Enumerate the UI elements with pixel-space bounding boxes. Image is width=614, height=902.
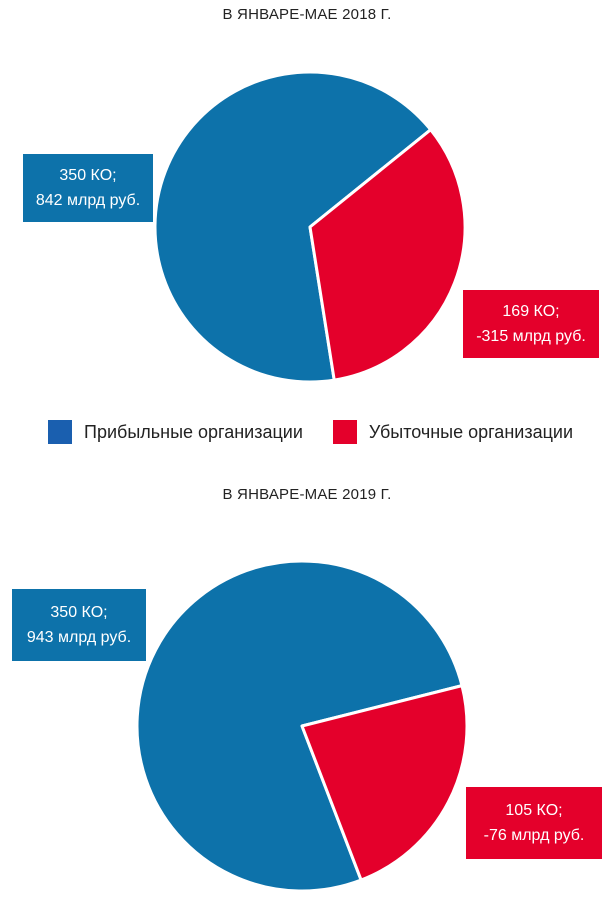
data-label-count: 169 КО;	[502, 303, 560, 320]
data-label-count: 350 КО;	[50, 604, 108, 621]
pie-chart-2018	[153, 70, 467, 384]
chart-title-2019: В ЯНВАРЕ-МАЕ 2019 Г.	[222, 486, 392, 503]
data-label-amount: -76 млрд руб.	[483, 827, 585, 844]
legend-swatch-red	[332, 420, 357, 444]
data-label-amount: 842 млрд руб.	[35, 192, 141, 209]
chart-title-2018: В ЯНВАРЕ-МАЕ 2018 Г.	[222, 6, 392, 23]
data-label-amount: -315 млрд руб.	[476, 328, 586, 345]
pie-slice-unprofitable	[300, 684, 469, 882]
pie-slice-profitable	[135, 559, 464, 893]
data-label-profitable-2018: 350 КО; 842 млрд руб.	[23, 154, 153, 222]
legend-item-profitable: Прибыльные организации	[48, 420, 303, 444]
data-label-count: 350 КО;	[59, 167, 117, 184]
data-label-count: 105 КО;	[505, 802, 563, 819]
pie-slice-profitable	[153, 70, 433, 384]
data-label-amount: 943 млрд руб.	[26, 629, 132, 646]
data-label-profitable-2019: 350 КО; 943 млрд руб.	[12, 589, 146, 661]
legend-item-unprofitable: Убыточные организации	[332, 420, 573, 444]
data-label-unprofitable-2018: 169 КО; -315 млрд руб.	[463, 290, 599, 358]
data-label-unprofitable-2019: 105 КО; -76 млрд руб.	[466, 787, 602, 859]
pie-slice-unprofitable	[308, 128, 467, 382]
legend-label-profitable: Прибыльные организации	[84, 421, 303, 442]
legend-label-unprofitable: Убыточные организации	[368, 421, 573, 442]
chart-legend: Прибыльные организации Убыточные организ…	[48, 419, 608, 445]
pie-chart-2019	[135, 559, 469, 893]
legend-swatch-blue	[48, 420, 72, 444]
